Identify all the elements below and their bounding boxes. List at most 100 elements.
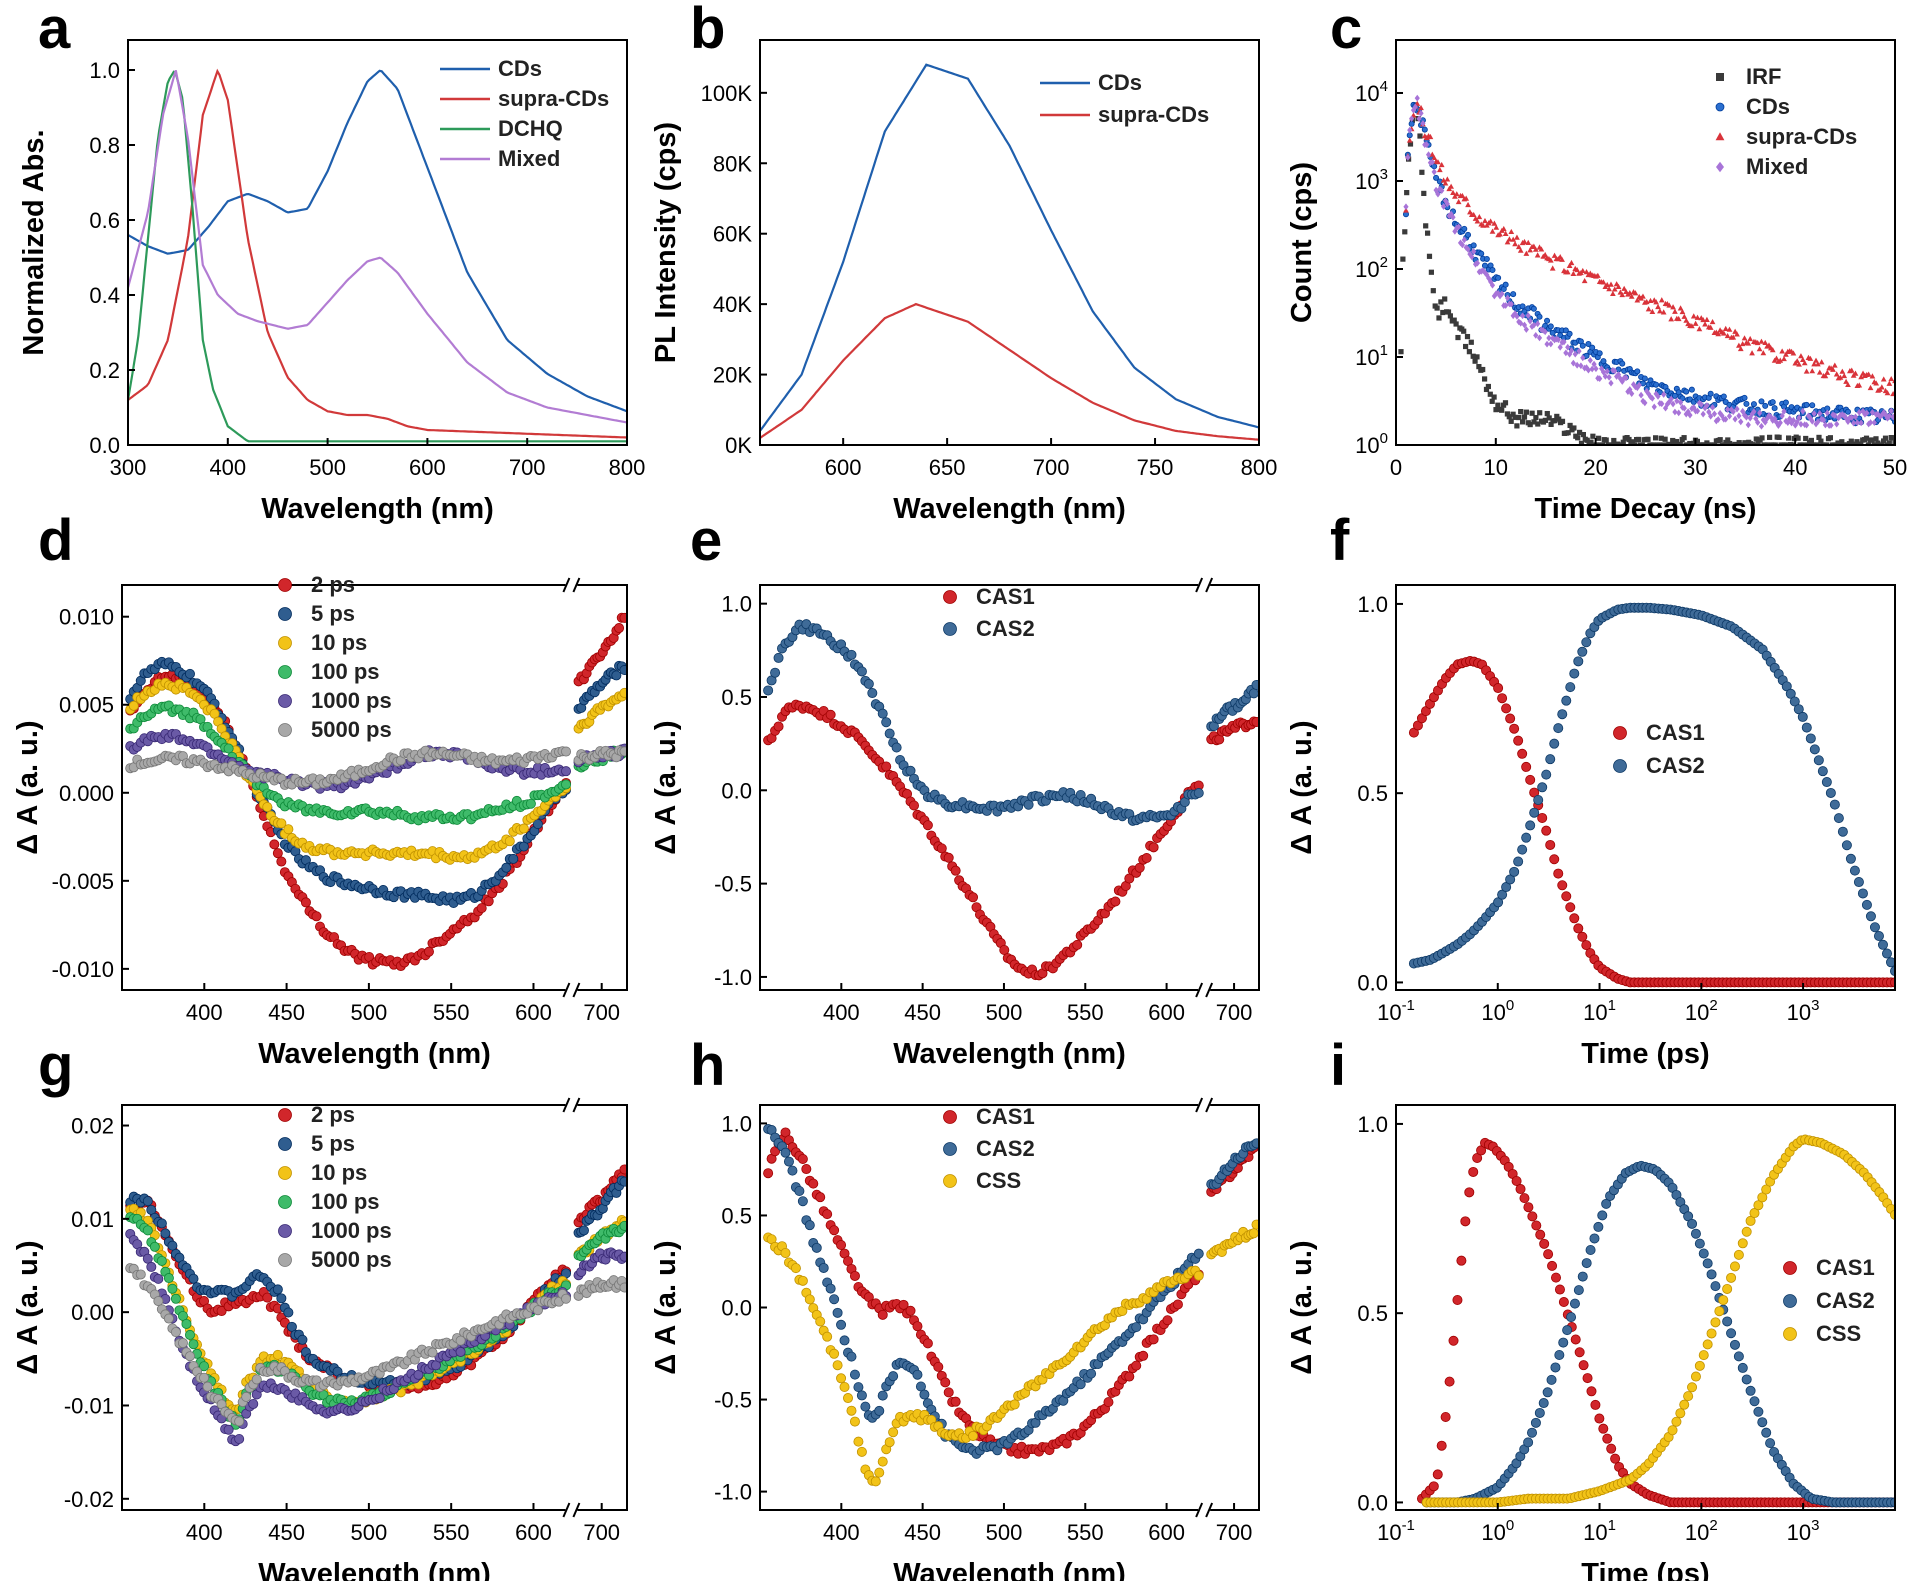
point bbox=[1817, 410, 1823, 417]
point bbox=[1547, 257, 1554, 263]
point bbox=[1576, 429, 1583, 436]
point bbox=[1708, 412, 1714, 420]
panel-label-h: h bbox=[690, 1033, 725, 1098]
point bbox=[1072, 939, 1083, 950]
legend-label: CAS2 bbox=[1816, 1288, 1875, 1313]
point bbox=[1451, 317, 1457, 323]
legend-label: CDs bbox=[1098, 70, 1142, 95]
point bbox=[1751, 408, 1757, 416]
point bbox=[1548, 340, 1554, 348]
point bbox=[1886, 412, 1892, 420]
point bbox=[1881, 948, 1892, 959]
point bbox=[1833, 371, 1840, 377]
point bbox=[1772, 442, 1778, 445]
point bbox=[1519, 419, 1526, 425]
point bbox=[1429, 158, 1435, 166]
point bbox=[1525, 312, 1531, 319]
point bbox=[167, 1283, 178, 1294]
point bbox=[1483, 386, 1490, 393]
point bbox=[1588, 439, 1594, 445]
point bbox=[1632, 290, 1639, 296]
point bbox=[1884, 389, 1891, 396]
panel-label-f: f bbox=[1330, 508, 1350, 573]
point bbox=[1626, 436, 1632, 443]
point bbox=[1587, 356, 1593, 364]
x-tick-label: 102 bbox=[1685, 997, 1718, 1025]
axis-break-mark bbox=[1195, 982, 1204, 998]
point bbox=[1555, 336, 1561, 344]
point bbox=[1585, 1245, 1596, 1256]
point bbox=[1818, 438, 1824, 444]
point bbox=[1569, 913, 1580, 924]
x-tick-label: 100 bbox=[1481, 1517, 1514, 1545]
point bbox=[1659, 400, 1665, 408]
point bbox=[1690, 1371, 1701, 1382]
point bbox=[1809, 744, 1820, 755]
point bbox=[1594, 272, 1601, 278]
x-tick-label: 700 bbox=[509, 455, 546, 480]
point bbox=[1573, 923, 1584, 934]
point bbox=[919, 1389, 930, 1400]
x-axis-label: Wavelength (nm) bbox=[261, 493, 494, 525]
point bbox=[1795, 435, 1801, 441]
point bbox=[1508, 228, 1515, 235]
point bbox=[216, 1306, 227, 1317]
legend-label: 1000 ps bbox=[311, 1218, 392, 1243]
point bbox=[1822, 373, 1829, 379]
point bbox=[1523, 326, 1529, 333]
x-axis-label: Wavelength (nm) bbox=[893, 1558, 1126, 1581]
point bbox=[518, 823, 529, 834]
point bbox=[1800, 407, 1806, 415]
point bbox=[1485, 383, 1491, 390]
point bbox=[1431, 168, 1437, 176]
legend-label: CAS1 bbox=[976, 584, 1035, 609]
point bbox=[1651, 403, 1657, 411]
point bbox=[1124, 1371, 1135, 1382]
point bbox=[1720, 330, 1727, 336]
point bbox=[1687, 411, 1693, 419]
point bbox=[1615, 371, 1622, 379]
legend-swatch bbox=[943, 1110, 957, 1124]
point bbox=[1747, 335, 1754, 342]
point bbox=[1576, 347, 1582, 355]
point bbox=[1534, 252, 1541, 258]
point bbox=[1749, 1208, 1760, 1219]
point bbox=[1667, 1425, 1678, 1436]
point bbox=[1412, 103, 1418, 111]
point bbox=[1251, 1219, 1259, 1230]
point bbox=[1704, 316, 1710, 322]
point bbox=[1676, 409, 1682, 417]
point bbox=[1009, 1399, 1020, 1410]
point bbox=[149, 1241, 160, 1252]
point bbox=[1601, 1198, 1612, 1209]
point bbox=[1439, 187, 1445, 195]
point bbox=[1562, 327, 1569, 334]
point bbox=[1757, 1417, 1768, 1428]
point bbox=[1590, 1399, 1601, 1410]
point bbox=[1523, 1437, 1534, 1448]
legend-label: CDs bbox=[1746, 94, 1790, 119]
point bbox=[1737, 345, 1744, 352]
point bbox=[1569, 668, 1580, 679]
point bbox=[1470, 353, 1476, 359]
point bbox=[1610, 290, 1616, 297]
point bbox=[1825, 787, 1836, 798]
point bbox=[1425, 151, 1432, 159]
point bbox=[1639, 442, 1645, 445]
y-tick-label: 100 bbox=[1355, 430, 1388, 458]
point bbox=[1512, 310, 1518, 318]
point bbox=[1547, 1260, 1558, 1271]
point bbox=[1453, 191, 1460, 197]
y-tick-label: 1.0 bbox=[721, 1111, 752, 1136]
point bbox=[1683, 410, 1689, 418]
point bbox=[1594, 1413, 1605, 1424]
series-supra-cds bbox=[1403, 100, 1895, 397]
point bbox=[1608, 281, 1614, 287]
point bbox=[1515, 1184, 1526, 1195]
legend-label: 5000 ps bbox=[311, 1247, 392, 1272]
point bbox=[1542, 328, 1548, 336]
point bbox=[1248, 688, 1259, 699]
plot-area-a bbox=[128, 68, 627, 443]
point bbox=[1466, 349, 1472, 355]
y-axis-label: Δ A (a. u.) bbox=[650, 1240, 682, 1374]
